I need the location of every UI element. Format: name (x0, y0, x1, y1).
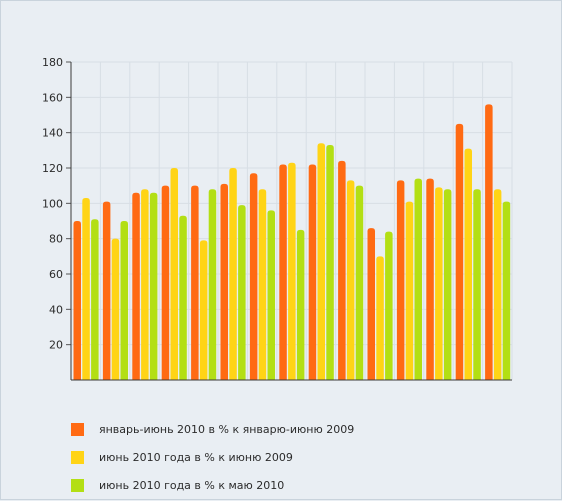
y-tick-label: 160 (42, 91, 63, 104)
bar-series-1 (367, 228, 375, 380)
bar-series-1 (455, 123, 464, 380)
bar-series-1 (485, 104, 493, 381)
legend: январь-июнь 2010 в % к январю-июню 2009 … (71, 415, 354, 499)
bar-series-2 (493, 189, 502, 380)
bar-series-3 (179, 215, 187, 380)
bar-series-2 (141, 189, 149, 380)
bar-series-1 (279, 164, 287, 380)
axis-layer: 20 40 60 80 100 120 140 160 180 (42, 56, 512, 381)
bar-series-2 (346, 180, 355, 380)
bar-series-1 (308, 164, 317, 380)
bar-series-1 (426, 178, 434, 380)
bar-series-3 (473, 189, 481, 380)
legend-item: июнь 2010 года в % к маю 2010 (71, 471, 354, 499)
bar-series-2 (288, 162, 296, 380)
y-tick-label: 140 (42, 127, 63, 140)
bar-series-1 (132, 192, 140, 380)
bar-series-3 (238, 205, 246, 380)
bar-series-3 (208, 189, 217, 380)
legend-swatch (71, 478, 84, 492)
bar-series-2 (229, 168, 237, 380)
bar-series-2 (111, 238, 120, 380)
bar-series-3 (149, 192, 158, 380)
bar-series-3 (326, 145, 334, 380)
bar-series-2 (258, 189, 267, 380)
bar-series-3 (267, 210, 275, 380)
bar-series-2 (376, 256, 384, 380)
bar-series-1 (191, 185, 199, 380)
bar-series-1 (161, 185, 170, 380)
bar-series-2 (405, 201, 414, 380)
bar-series-3 (91, 219, 99, 380)
legend-swatch (71, 450, 84, 464)
legend-swatch (71, 422, 84, 436)
y-tick-label: 60 (49, 268, 63, 281)
bar-series-2 (435, 187, 443, 380)
y-tick-label: 180 (42, 56, 63, 69)
legend-label: июнь 2010 года в % к маю 2010 (99, 478, 285, 492)
legend-item: июнь 2010 года в % к июню 2009 (71, 443, 354, 471)
bar-series-3 (120, 221, 128, 380)
bar-series-3 (443, 189, 452, 380)
bar-series-3 (385, 231, 393, 380)
bar-series-1 (338, 160, 346, 380)
legend-label: июнь 2010 года в % к июню 2009 (99, 450, 293, 464)
y-tick-label: 100 (42, 197, 63, 210)
y-tick-label: 120 (42, 162, 63, 175)
bar-series-1 (396, 180, 405, 380)
bar-series-3 (296, 229, 305, 380)
bar-series-1 (102, 201, 111, 380)
bar-series-1 (249, 173, 258, 380)
bar-series-3 (355, 185, 364, 380)
bar-layer (73, 104, 511, 381)
bar-series-3 (502, 201, 511, 380)
bar-series-3 (414, 178, 422, 380)
legend-item: январь-июнь 2010 в % к январю-июню 2009 (71, 415, 354, 443)
bar-series-2 (170, 168, 178, 380)
bar-series-2 (464, 148, 472, 380)
bar-series-2 (317, 143, 325, 380)
y-tick-label: 40 (49, 303, 63, 316)
y-tick-label: 20 (49, 339, 63, 352)
bar-series-1 (220, 183, 228, 380)
bar-series-2 (199, 240, 208, 380)
legend-label: январь-июнь 2010 в % к январю-июню 2009 (99, 422, 355, 436)
bar-series-1 (73, 221, 81, 380)
y-tick-label: 80 (49, 233, 63, 246)
bar-series-2 (82, 198, 90, 380)
